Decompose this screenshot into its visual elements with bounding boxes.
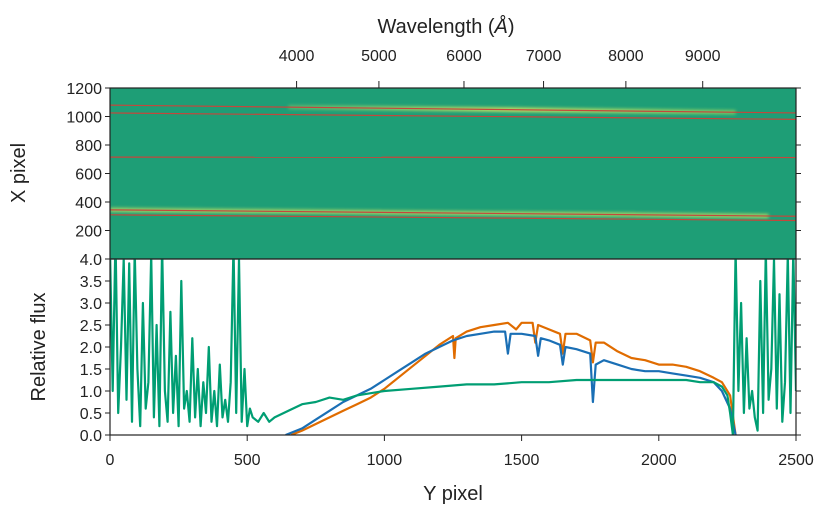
flux-y-tick-label: 0.0 [80,428,102,445]
wavelength-axis-ticks: 4000 5000 6000 7000 8000 9000 [279,48,721,88]
x-pixel-axis-title: X pixel [8,143,30,203]
y-pixel-tick-label: 2000 [641,452,677,469]
y-pixel-axis-title: Y pixel [423,483,483,505]
flux-y-tick-label: 1.5 [80,362,102,379]
top-y-tick-label: 1200 [66,81,102,98]
flux-y-axis-ticks: 0.0 0.5 1.0 1.5 2.0 2.5 3.0 3.5 4.0 [80,252,801,445]
y-pixel-tick-label: 2500 [778,452,814,469]
flux-plot-panel: 0.0 0.5 1.0 1.5 2.0 2.5 3.0 3.5 4.0 0 500 1000 1500… [28,252,814,505]
top-y-tick-label: 200 [75,224,102,241]
wavelength-tick-label: 7000 [526,48,562,65]
wavelength-axis-title: Wavelength (Å) [377,15,514,38]
flux-y-tick-label: 0.5 [80,406,102,423]
flux-series [110,259,796,435]
relative-flux-axis-title: Relative flux [28,293,50,402]
top-y-tick-label: 600 [75,167,102,184]
flux-series-line-2 [285,330,737,435]
trace-boundary-line [110,104,796,114]
trace-boundary-line [110,214,796,222]
wavelength-tick-label: 4000 [279,48,315,65]
flux-y-tick-label: 1.0 [80,384,102,401]
y-pixel-x-axis-ticks: 0 500 1000 1500 2000 2500 [106,435,814,469]
top-y-tick-label: 1000 [66,110,102,127]
flux-y-tick-label: 4.0 [80,252,102,269]
flux-y-tick-label: 3.0 [80,296,102,313]
top-y-tick-label: 800 [75,138,102,155]
wavelength-tick-label: 8000 [608,48,644,65]
wavelength-tick-label: 6000 [446,48,482,65]
flux-y-tick-label: 3.5 [80,274,102,291]
flux-series-line-1 [290,321,737,435]
y-pixel-tick-label: 0 [106,452,115,469]
y-pixel-tick-label: 500 [234,452,261,469]
wavelength-tick-label: 5000 [361,48,397,65]
top-y-tick-label: 400 [75,195,102,212]
detector-image-panel: 200 400 600 800 1000 1200 4000 5000 6000 7000 800… [8,15,801,260]
y-pixel-tick-label: 1500 [504,452,540,469]
flux-series-line-3 [110,259,796,435]
flux-y-tick-label: 2.5 [80,318,102,335]
wavelength-tick-label: 9000 [685,48,721,65]
y-pixel-tick-label: 1000 [367,452,403,469]
spectral-traces [110,104,796,222]
flux-y-tick-label: 2.0 [80,340,102,357]
trace-boundary-line [110,112,796,120]
trace-boundary-line [110,209,796,217]
